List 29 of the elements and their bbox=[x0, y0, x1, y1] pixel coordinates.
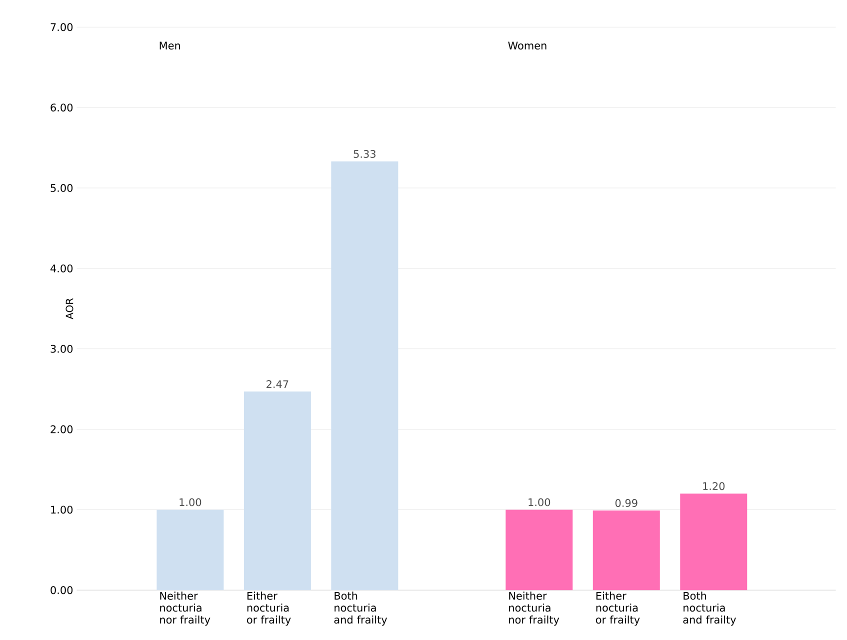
y-tick-label: 3.00 bbox=[50, 344, 73, 353]
bar bbox=[680, 494, 748, 590]
annotation: Women bbox=[508, 42, 546, 50]
bar bbox=[592, 510, 660, 590]
data-label: 5.33 bbox=[354, 150, 376, 158]
data-label: 0.99 bbox=[615, 499, 638, 507]
y-tick-label: 4.00 bbox=[50, 264, 73, 272]
y-tick-label: 5.00 bbox=[50, 184, 73, 192]
data-label: 1.00 bbox=[180, 498, 202, 506]
y-tick-label: 6.00 bbox=[50, 104, 73, 112]
bar bbox=[331, 161, 398, 590]
y-tick-label: 2.00 bbox=[50, 425, 73, 434]
y-tick-label: 7.00 bbox=[50, 23, 73, 32]
data-label: 1.20 bbox=[703, 482, 725, 490]
y-tick-label: 0.00 bbox=[50, 586, 73, 594]
bar bbox=[244, 391, 311, 590]
y-axis-title: AOR bbox=[66, 298, 74, 320]
x-tick-label: Either nocturia or frailty bbox=[247, 592, 291, 626]
x-tick-label: Neither nocturia nor frailty bbox=[509, 592, 560, 626]
annotation: Men bbox=[160, 42, 180, 50]
bar bbox=[156, 510, 224, 590]
data-label: 1.00 bbox=[528, 498, 550, 506]
y-tick-label: 1.00 bbox=[51, 506, 73, 514]
data-label: 2.47 bbox=[266, 380, 288, 388]
bar bbox=[506, 510, 573, 590]
x-tick-label: Neither nocturia nor frailty bbox=[160, 592, 210, 626]
x-tick-label: Both nocturia and frailty bbox=[334, 592, 388, 626]
x-tick-label: Either nocturia or frailty bbox=[596, 592, 640, 626]
x-tick-label: Both nocturia and frailty bbox=[683, 592, 736, 626]
